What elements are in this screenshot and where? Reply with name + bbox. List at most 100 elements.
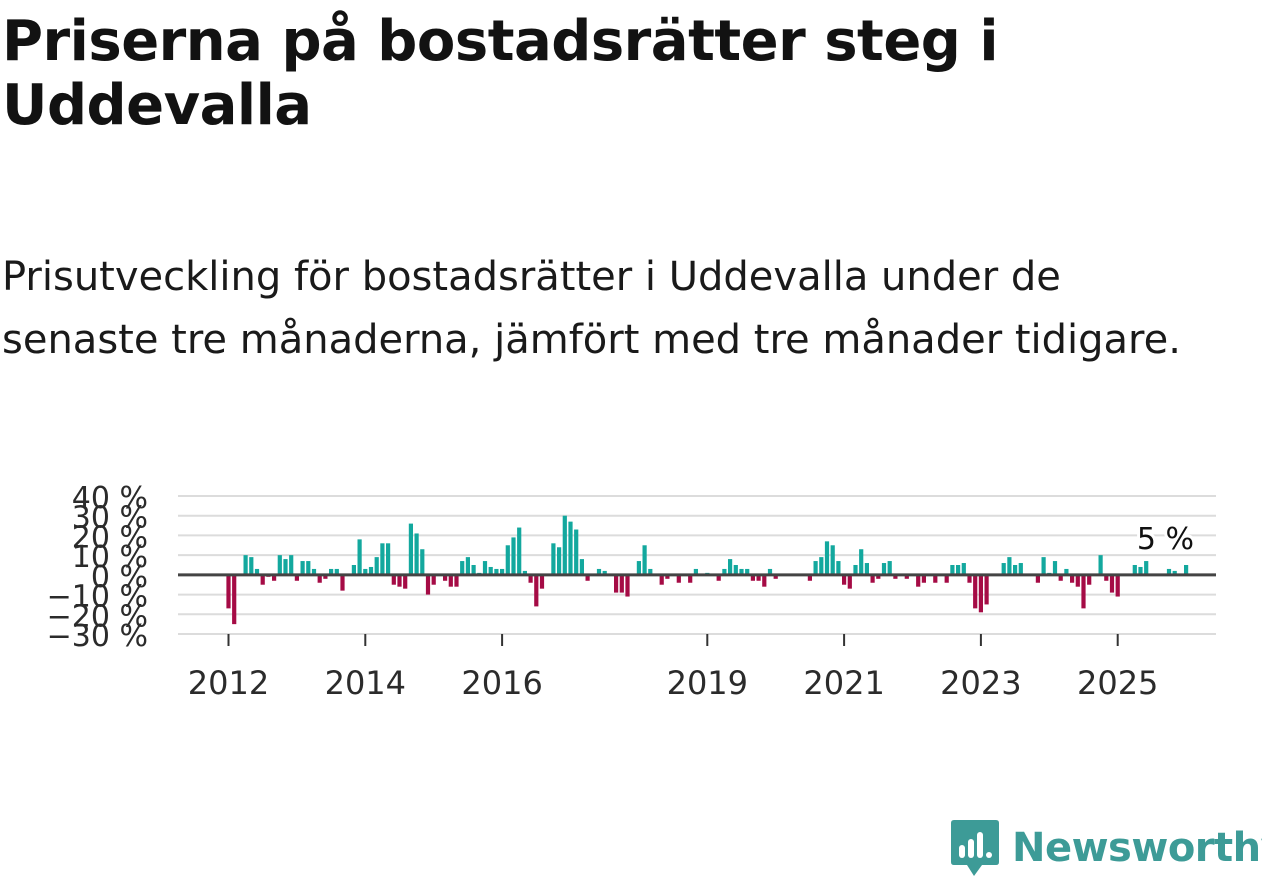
bar: [380, 543, 385, 575]
bar: [887, 561, 892, 575]
bar: [505, 545, 510, 575]
bar: [767, 568, 773, 575]
x-tick-label: 2012: [188, 664, 269, 702]
bar: [374, 557, 379, 575]
bar: [1058, 574, 1063, 581]
bar: [443, 574, 448, 581]
bar: [904, 574, 909, 579]
bar: [1007, 557, 1012, 575]
bar: [1013, 565, 1018, 575]
bar: [950, 565, 955, 575]
bar: [756, 574, 761, 581]
bar: [614, 574, 619, 593]
x-tick-label: 2019: [667, 664, 748, 702]
bar: [568, 521, 573, 575]
gridlines: [178, 495, 1216, 635]
bar: [1138, 566, 1143, 575]
newsworthy-logo: Newsworthy: [950, 818, 1262, 878]
bar: [272, 574, 277, 581]
bar: [482, 561, 488, 575]
y-tick-label: 10 %: [72, 540, 148, 575]
bar: [283, 559, 288, 575]
bar: [745, 568, 750, 575]
y-tick-label: −30 %: [47, 619, 148, 654]
bar: [619, 574, 624, 593]
bar: [363, 568, 368, 575]
bar: [1041, 557, 1046, 575]
bar: [460, 561, 465, 575]
bar: [408, 523, 413, 575]
bar: [602, 570, 607, 575]
bar: [1104, 574, 1109, 581]
y-tick-label: −10 %: [47, 580, 148, 615]
bar: [1018, 563, 1023, 575]
bar: [596, 568, 602, 575]
bar: [665, 574, 670, 579]
bar: [956, 565, 961, 575]
bar: [870, 574, 875, 583]
bar: [368, 566, 374, 575]
bar: [881, 563, 887, 575]
bar: [574, 529, 579, 575]
bar: [733, 565, 738, 575]
bar: [813, 561, 818, 575]
bar: [1075, 574, 1080, 587]
bar: [842, 574, 847, 585]
bar: [397, 574, 402, 587]
bar: [300, 561, 305, 575]
bar: [579, 559, 584, 575]
bar: [961, 563, 966, 575]
x-tick-label: 2014: [325, 664, 406, 702]
bar: [557, 547, 562, 575]
bar: [1132, 565, 1137, 575]
bar: [403, 574, 408, 589]
bar: [1052, 561, 1058, 575]
bars: [226, 515, 1189, 625]
bar: [984, 574, 989, 605]
y-tick-label: 40 %: [72, 481, 148, 516]
bar: [391, 574, 396, 585]
bar: [1166, 568, 1172, 575]
bar: [739, 568, 744, 575]
bar: [1098, 555, 1103, 575]
bar: [289, 555, 294, 575]
bar: [277, 555, 282, 575]
bar: [1035, 574, 1040, 583]
chart-subtitle: Prisutveckling för bostadsrätter i Uddev…: [2, 254, 1181, 363]
bar: [1081, 574, 1086, 609]
bar: [585, 574, 590, 581]
bar: [688, 574, 693, 583]
bar: [642, 545, 647, 575]
bar: [859, 549, 864, 575]
bar: [528, 574, 533, 583]
bar: [500, 568, 505, 575]
bar: [824, 541, 830, 575]
bar: [494, 568, 499, 575]
bar: [226, 574, 231, 609]
page-title: Priserna på bostadsrätter steg i Uddeval…: [2, 9, 999, 138]
bar: [517, 527, 522, 575]
x-tick-label: 2023: [940, 664, 1021, 702]
bar: [807, 574, 812, 581]
bar: [414, 533, 419, 575]
y-axis-ticks: −30 %−20 %−10 %0 %10 %20 %30 %40 %: [47, 481, 148, 654]
bar: [819, 557, 824, 575]
bar: [340, 574, 345, 591]
bar: [539, 574, 545, 589]
bar: [973, 574, 978, 609]
x-tick-label: 2016: [461, 664, 542, 702]
bar: [1184, 565, 1189, 575]
bar: [465, 557, 470, 575]
bar: [511, 537, 516, 575]
bar: [864, 563, 869, 575]
x-tick-label: 2021: [803, 664, 884, 702]
bar: [294, 574, 299, 581]
bar: [750, 574, 755, 581]
bar: [676, 574, 681, 583]
bar: [876, 574, 881, 579]
bar: [648, 568, 653, 575]
bar: [254, 568, 260, 575]
bar: [836, 561, 841, 575]
bar: [1001, 563, 1006, 575]
bar: [773, 574, 778, 579]
